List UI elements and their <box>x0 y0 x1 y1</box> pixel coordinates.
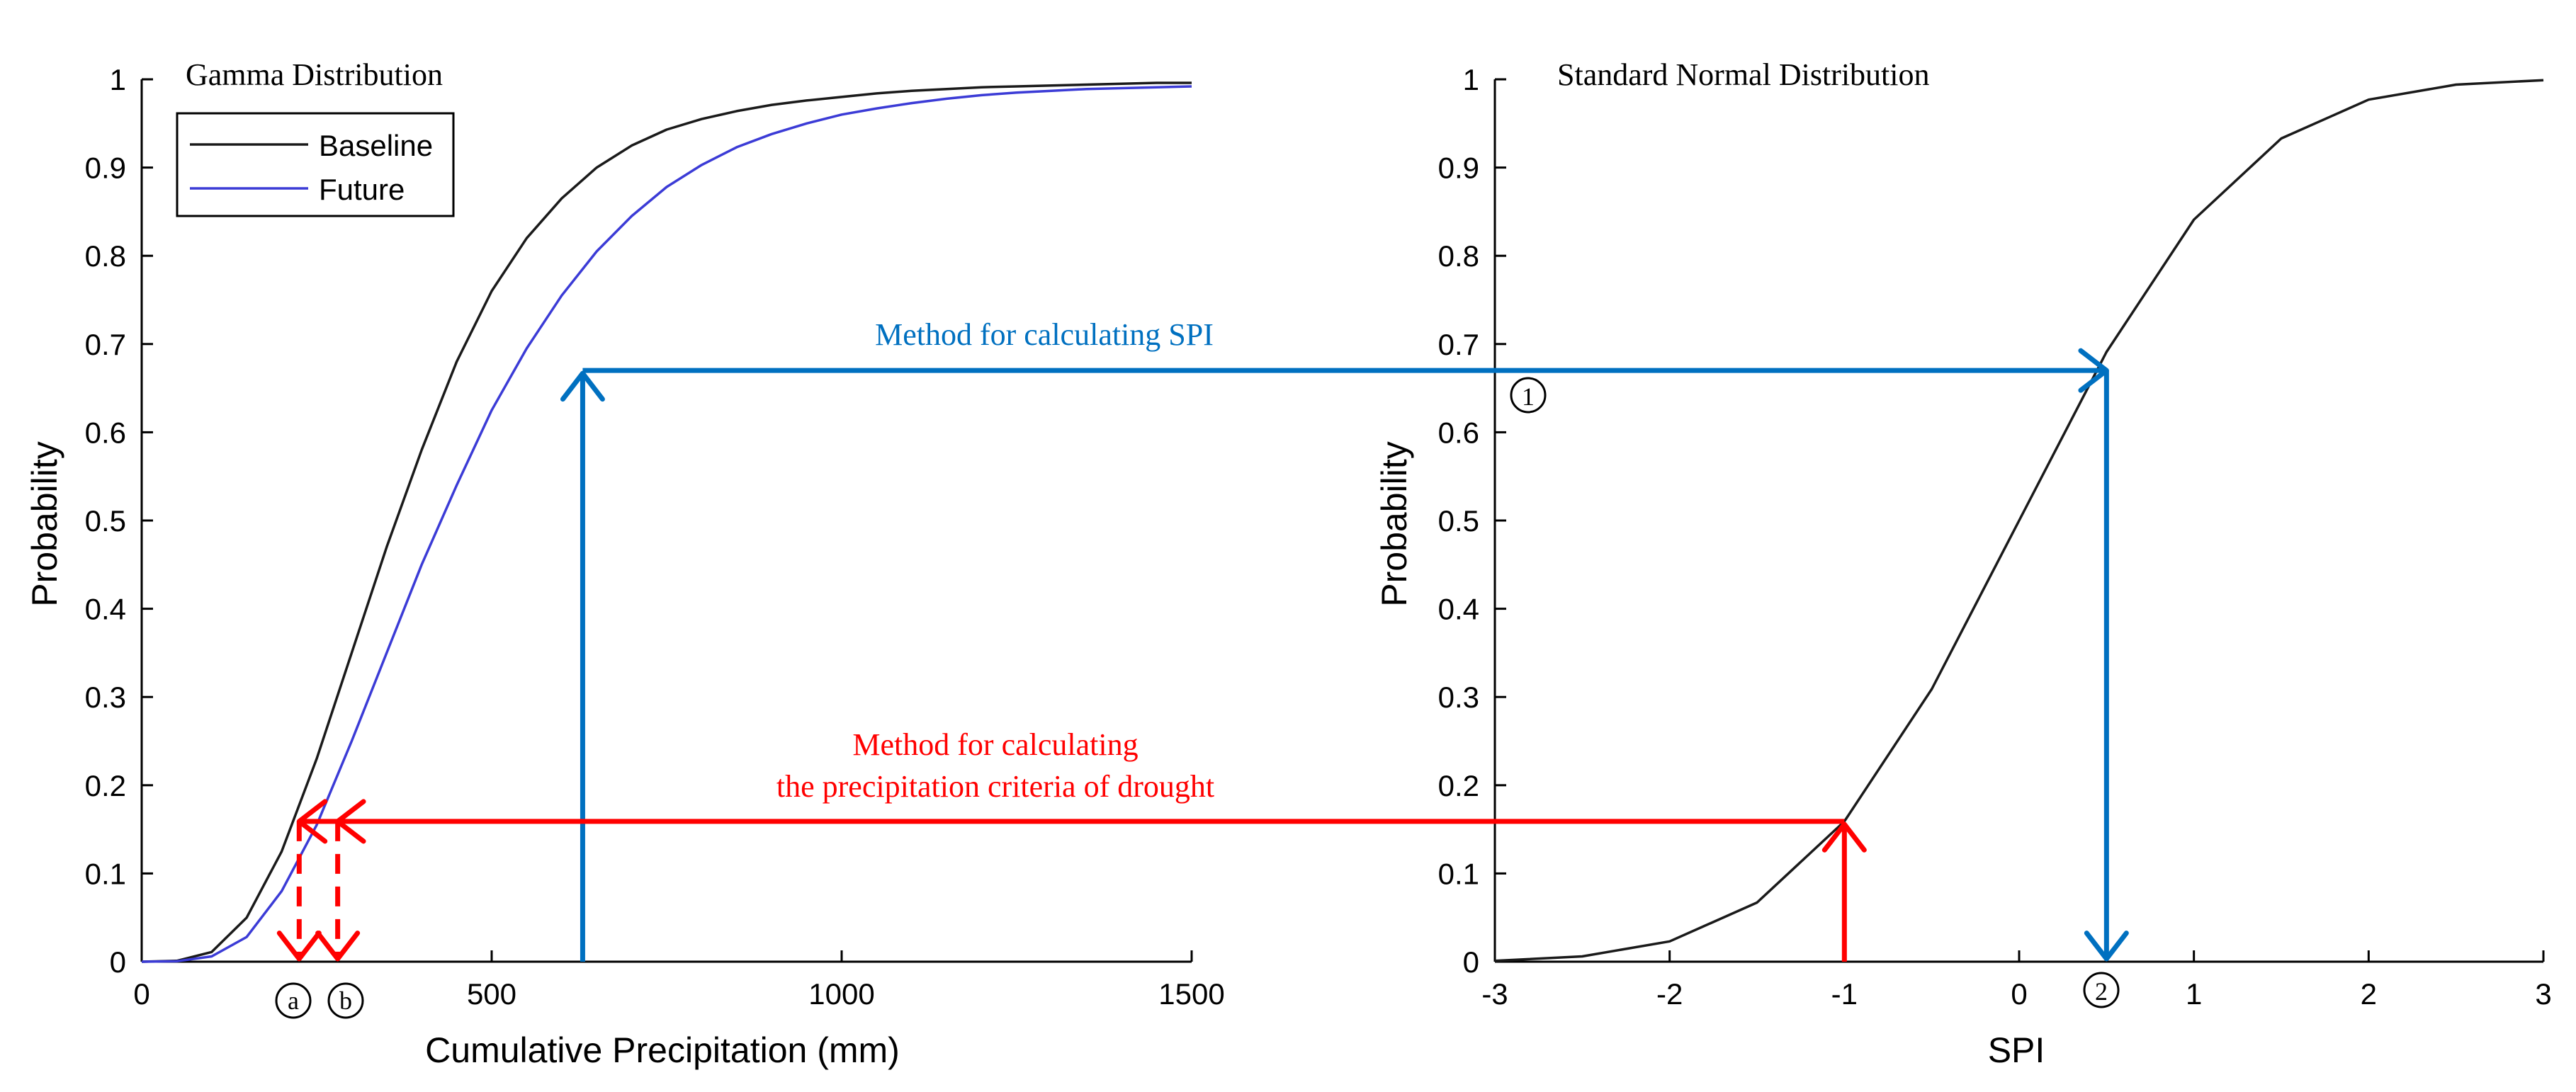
marker-b-circle <box>327 982 364 1019</box>
normal-y-tick-label: 0.6 <box>1438 416 1479 449</box>
gamma-y-tick-label: 0.5 <box>85 504 126 538</box>
normal-x-tick-label: 3 <box>2535 977 2551 1011</box>
gamma-ticks: 0 0.1 0.2 0.3 0.4 0.5 0.6 0.7 0.8 0.9 1 0 500 1000 150… <box>85 63 1225 1011</box>
normal-y-tick-label: 1 <box>1463 63 1479 96</box>
gamma-panel: 0 0.1 0.2 0.3 0.4 0.5 0.6 0.7 0.8 0.9 1 0 500 1000 150… <box>25 57 1225 1070</box>
gamma-y-tick-label: 0.6 <box>85 416 126 449</box>
gamma-y-tick-label: 0.8 <box>85 239 126 273</box>
legend-box <box>176 112 455 217</box>
normal-y-tick-label: 0.9 <box>1438 152 1479 185</box>
normal-y-label: Probability <box>1374 441 1414 606</box>
marker-a: a <box>275 982 312 1019</box>
gamma-x-tick-label: 1000 <box>808 977 874 1011</box>
normal-y-tick-label: 0.2 <box>1438 769 1479 802</box>
marker-2-label: 2 <box>2095 977 2108 1006</box>
normal-y-tick-label: 0.8 <box>1438 239 1479 273</box>
gamma-y-tick-label: 1 <box>110 63 126 96</box>
normal-y-tick-label: 0 <box>1463 945 1479 979</box>
legend-label-future: Future <box>319 173 405 206</box>
normal-x-tick-label: 0 <box>2011 977 2027 1011</box>
gamma-y-tick-label: 0.3 <box>85 681 126 714</box>
blue-method-label: Method for calculating SPI <box>875 317 1214 352</box>
blue-arrow-down-head <box>2084 931 2129 962</box>
marker-b-label: b <box>339 986 352 1015</box>
normal-y-tick-label: 0.7 <box>1438 328 1479 361</box>
normal-y-tick-label: 0.5 <box>1438 504 1479 538</box>
gamma-y-tick-label: 0.2 <box>85 769 126 802</box>
method-annotations <box>276 348 2129 962</box>
gamma-series-future <box>141 85 1192 963</box>
gamma-y-tick-label: 0.1 <box>85 857 126 890</box>
gamma-y-tick-label: 0.4 <box>85 593 126 626</box>
normal-x-tick-label: -3 <box>1481 977 1508 1011</box>
normal-x-tick-label: 2 <box>2361 977 2377 1011</box>
marker-a-circle <box>275 982 312 1019</box>
normal-y-tick-label: 0.3 <box>1438 681 1479 714</box>
marker-b: b <box>327 982 364 1019</box>
marker-2-circle <box>2083 972 2120 1008</box>
normal-ticks: 0 0.1 0.2 0.3 0.4 0.5 0.6 0.7 0.8 0.9 1 -3 -2 -1 0 1 2 3 <box>1438 63 2552 1011</box>
normal-y-tick-label: 0.1 <box>1438 857 1479 890</box>
legend-label-baseline: Baseline <box>319 129 433 162</box>
marker-1: 1 <box>1510 377 1547 414</box>
gamma-series <box>141 81 1192 963</box>
normal-x-tick-label: -1 <box>1831 977 1858 1011</box>
gamma-x-tick-label: 500 <box>467 977 516 1011</box>
normal-panel: 00.10.20.30.40.50.60.70.80.91-3 -2 -1 0 1 2 3 … <box>1374 57 2552 1070</box>
red-method-label-line1: Method for calculating <box>852 727 1138 762</box>
gamma-x-tick-label: 1500 <box>1158 977 1224 1011</box>
normal-series <box>1494 79 2544 962</box>
gamma-title: Gamma Distribution <box>186 57 443 92</box>
normal-x-tick-label: -2 <box>1656 977 1683 1011</box>
red-arrow-up-head <box>1821 821 1867 853</box>
red-arrow-down-head-a <box>276 931 322 962</box>
normal-title: Standard Normal Distribution <box>1557 57 1930 92</box>
gamma-y-tick-label: 0 <box>110 945 126 979</box>
gamma-legend: Baseline Future <box>176 112 455 217</box>
blue-arrow-up-head <box>560 370 605 402</box>
marker-1-circle <box>1510 377 1547 414</box>
red-method-label-line2: the precipitation criteria of drought <box>776 769 1214 804</box>
gamma-y-tick-label: 0.9 <box>85 152 126 185</box>
normal-x-tick-label: 1 <box>2186 977 2202 1011</box>
normal-series-standard-normal-cdf <box>1494 79 2544 962</box>
gamma-series-baseline <box>141 81 1192 963</box>
marker-2: 2 <box>2083 972 2120 1008</box>
gamma-x-label: Cumulative Precipitation (mm) <box>425 1030 900 1070</box>
normal-y-tick-label: 0.4 <box>1438 593 1479 626</box>
gamma-y-tick-label: 0.7 <box>85 328 126 361</box>
normal-x-label: SPI <box>1988 1030 2045 1070</box>
gamma-y-label: Probability <box>25 441 64 606</box>
marker-1-label: 1 <box>1522 382 1535 411</box>
gamma-x-tick-label: 0 <box>133 977 149 1011</box>
red-arrow-down-head-b <box>315 931 361 962</box>
marker-a-label: a <box>288 986 299 1015</box>
